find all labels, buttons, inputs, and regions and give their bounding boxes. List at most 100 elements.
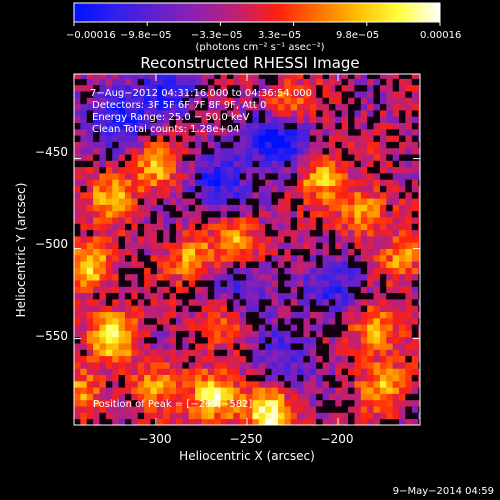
heatmap-cell [277, 204, 285, 212]
heatmap-cell [118, 273, 126, 281]
heatmap-cell [335, 236, 343, 243]
heatmap-cell [226, 160, 234, 168]
colorbar-tick-label-1: −9.8e−05 [120, 30, 172, 41]
heatmap-cell [182, 242, 190, 249]
heatmap-cell [80, 254, 88, 262]
heatmap-cell [411, 412, 419, 420]
heatmap-cell [214, 91, 221, 98]
heatmap-cell [277, 74, 285, 79]
heatmap-cell [405, 355, 413, 363]
heatmap-cell [252, 267, 260, 275]
heatmap-cell [233, 324, 241, 331]
heatmap-cell [297, 160, 304, 168]
heatmap-cell [207, 128, 215, 136]
heatmap-cell [80, 273, 88, 281]
heatmap-cell [290, 141, 298, 149]
heatmap-cell [86, 406, 94, 413]
heatmap-cell [392, 160, 400, 168]
heatmap-cell [233, 406, 241, 413]
heatmap-cell [99, 355, 107, 363]
heatmap-cell [341, 185, 349, 193]
heatmap-cell [175, 223, 183, 231]
heatmap-cell [169, 380, 177, 388]
heatmap-cell [195, 173, 202, 180]
heatmap-cell [411, 110, 419, 117]
heatmap-cell [265, 210, 272, 218]
heatmap-cell [207, 191, 215, 199]
heatmap-cell [360, 330, 368, 338]
heatmap-cell [80, 217, 88, 224]
heatmap-cell [131, 154, 139, 161]
heatmap-cell [239, 412, 247, 420]
heatmap-cell [405, 280, 413, 287]
heatmap-cell [379, 116, 387, 123]
y-axis-label: Heliocentric Y (arcsec) [14, 183, 28, 318]
heatmap-cell [99, 261, 107, 268]
heatmap-cell [303, 406, 311, 413]
heatmap-cell [195, 292, 202, 300]
heatmap-cell [392, 198, 400, 205]
heatmap-cell [195, 191, 202, 199]
heatmap-cell [265, 97, 272, 105]
heatmap-cell [348, 273, 355, 281]
heatmap-cell [175, 343, 183, 350]
heatmap-cell [226, 147, 234, 155]
heatmap-cell [169, 110, 177, 117]
x-axis-label: Heliocentric X (arcsec) [179, 449, 315, 463]
heatmap-cell [93, 317, 100, 325]
heatmap-cell [360, 191, 368, 199]
heatmap-cell [105, 286, 113, 294]
heatmap-cell [411, 160, 419, 168]
heatmap-cell [290, 273, 298, 281]
heatmap-cell [175, 122, 183, 130]
heatmap-cell [379, 154, 387, 161]
heatmap-cell [131, 261, 139, 268]
heatmap-cell [233, 336, 241, 344]
heatmap-cell [297, 147, 304, 155]
heatmap-cell [386, 349, 394, 357]
heatmap-cell [207, 91, 215, 98]
heatmap-cell [182, 191, 190, 199]
heatmap-cell [246, 236, 253, 243]
heatmap-cell [360, 160, 368, 168]
heatmap-cell [239, 292, 247, 300]
heatmap-cell [328, 185, 336, 193]
heatmap-cell [182, 154, 190, 161]
heatmap-cell [169, 154, 177, 161]
heatmap-cell [328, 210, 336, 218]
heatmap-cell [118, 78, 126, 86]
heatmap-cell [220, 261, 228, 268]
heatmap-cell [335, 406, 343, 413]
heatmap-cell [188, 154, 196, 161]
heatmap-cell [175, 412, 183, 420]
heatmap-cell [411, 166, 419, 174]
heatmap-cell [316, 305, 323, 312]
heatmap-cell [239, 362, 247, 369]
heatmap-cell [220, 393, 228, 401]
heatmap-cell [284, 78, 292, 86]
heatmap-cell [239, 78, 247, 86]
heatmap-cell [335, 349, 343, 357]
heatmap-cell [316, 191, 323, 199]
heatmap-cell [277, 166, 285, 174]
heatmap-cell [239, 343, 247, 350]
heatmap-cell [74, 324, 81, 331]
heatmap-cell [86, 191, 94, 199]
heatmap-cell [182, 380, 190, 388]
heatmap-cell [150, 110, 158, 117]
heatmap-cell [137, 317, 145, 325]
heatmap-cell [80, 128, 88, 136]
heatmap-cell [303, 217, 311, 224]
heatmap-cell [411, 254, 419, 262]
heatmap-cell [124, 380, 132, 388]
heatmap-cell [386, 343, 394, 350]
heatmap-cell [74, 210, 81, 218]
heatmap-cell [379, 418, 387, 425]
heatmap-cell [233, 305, 241, 312]
heatmap-cell [277, 412, 285, 420]
heatmap-cell [328, 349, 336, 357]
heatmap-cell [150, 154, 158, 161]
heatmap-cell [175, 78, 183, 86]
heatmap-cell [112, 122, 120, 130]
heatmap-cell [335, 393, 343, 401]
